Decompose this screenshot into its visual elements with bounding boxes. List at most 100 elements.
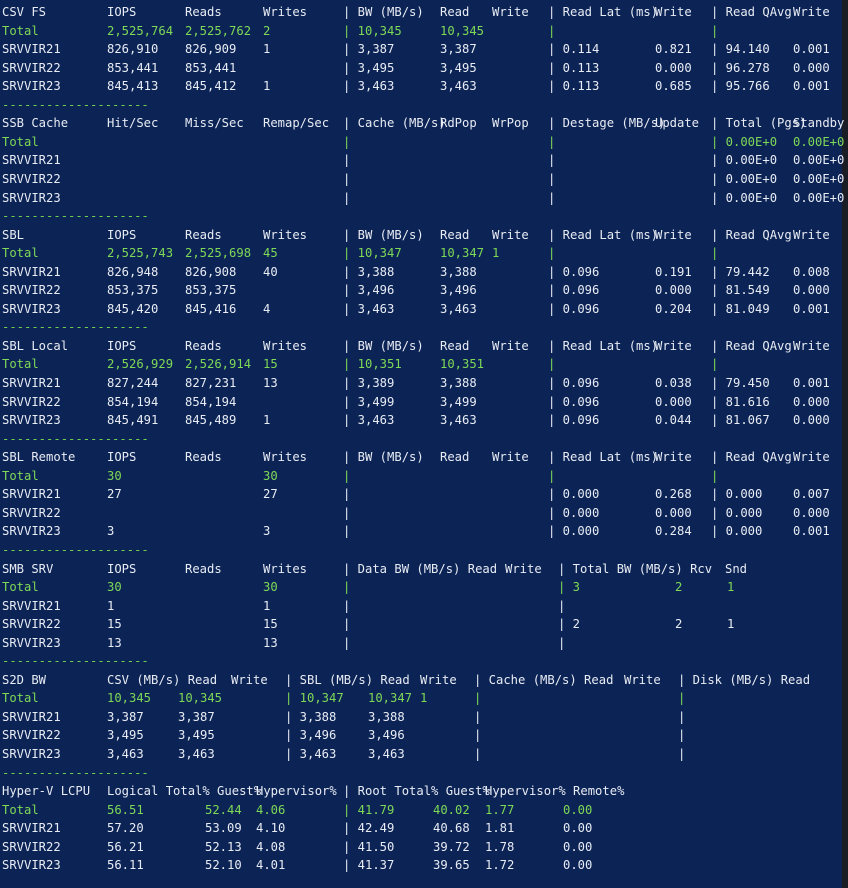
cell-value: 2,526,914: [185, 357, 252, 372]
cell-value: |: [548, 468, 556, 483]
column-header: Write: [793, 227, 830, 242]
cell-value: 3,495: [440, 60, 477, 75]
cell-value: 845,420: [107, 301, 159, 316]
cell-value: 10,347: [368, 691, 413, 706]
cell-value: | 3,389: [343, 376, 395, 390]
section-separator: --------------------: [0, 207, 842, 225]
column-header: Logical Total% Guest%: [107, 784, 262, 799]
cell-value: 2: [675, 580, 683, 595]
cell-value: | 3,387: [343, 42, 395, 57]
column-header: Standby: [793, 116, 845, 131]
cell-value: 3,499: [440, 394, 477, 409]
section-separator: --------------------: [0, 96, 842, 114]
cell-value: 1: [107, 598, 115, 613]
table-row: Total 2,525,764 2,525,762 2 | 10,345 10,345 | |: [0, 22, 842, 40]
cell-value: 827,244: [107, 376, 159, 390]
cell-value: | 0.00E+0: [711, 153, 778, 168]
cell-value: 0.000: [655, 505, 692, 520]
cell-value: |: [678, 747, 686, 761]
cell-value: 0.00E+0: [793, 190, 845, 205]
cell-value: | 79.442: [711, 264, 770, 279]
table-row: SRVVIR21 3,387 3,387 | 3,388 3,388 | |: [0, 708, 842, 726]
cell-value: 52.10: [205, 858, 242, 873]
table-row: Total 56.51 52.44 4.06 | 41.79 40.02 1.77 0.00: [0, 801, 842, 819]
column-header: IOPS: [107, 227, 137, 242]
separator-line: --------------------: [2, 209, 149, 224]
cell-value: 0.204: [655, 301, 692, 316]
row-label: Total: [2, 134, 39, 149]
cell-value: 1.72: [485, 858, 515, 873]
cell-value: 4: [263, 301, 271, 316]
cell-value: 3,463: [368, 747, 405, 761]
row-label: SRVVIR21: [2, 709, 61, 724]
column-header: Reads: [185, 338, 222, 353]
cell-value: 845,412: [185, 79, 237, 94]
column-header: Read: [440, 227, 470, 242]
cell-value: 2,525,698: [185, 246, 252, 261]
row-label: SRVVIR23: [2, 79, 61, 94]
section-header-row: S2D BW CSV (MB/s) Read Write | SBL (MB/s) R…: [0, 671, 842, 689]
row-label: SRVVIR21: [2, 153, 61, 168]
cell-value: |: [343, 190, 351, 205]
table-row: SRVVIR21 826,948 826,908 40 | 3,388 3,388 | 0.…: [0, 263, 842, 281]
cell-value: 0.00E+0: [793, 171, 845, 186]
column-header: IOPS: [107, 338, 137, 353]
cell-value: 3,387: [107, 709, 144, 724]
cell-value: 3: [107, 524, 115, 539]
cell-value: | 2: [558, 617, 581, 632]
cell-value: 4.06: [256, 802, 286, 817]
column-header: Writes: [263, 227, 308, 242]
cell-value: 3,463: [440, 79, 477, 94]
cell-value: | 41.79: [343, 802, 395, 817]
cell-value: |: [474, 747, 482, 761]
table-row: SRVVIR21 827,244 827,231 13 | 3,389 3,388 | 0.…: [0, 374, 842, 392]
column-header: Write: [655, 450, 692, 465]
cell-value: 845,491: [107, 413, 159, 428]
section-separator: --------------------: [0, 764, 842, 782]
cell-value: 845,416: [185, 301, 237, 316]
table-row: SRVVIR22 | | | 0.00E+0 0.00E+0: [0, 170, 845, 188]
cell-value: | 3,463: [343, 301, 395, 316]
cell-value: | 3,463: [285, 747, 337, 761]
section-separator: --------------------: [0, 430, 842, 448]
column-header: | Total BW (MB/s) Rcv: [558, 561, 713, 576]
cell-value: | 41.50: [343, 839, 395, 854]
cell-value: | 0.113: [548, 79, 600, 94]
column-header: Write: [793, 338, 830, 353]
table-row: SRVVIR21 826,910 826,909 1 | 3,387 3,387 | 0.1…: [0, 40, 842, 58]
cell-value: | 0.096: [548, 413, 600, 428]
cell-value: 3,388: [368, 709, 405, 724]
cell-value: 40.02: [433, 802, 470, 817]
row-label: SRVVIR21: [2, 821, 61, 836]
cell-value: 1.81: [485, 821, 515, 836]
cell-value: 52.44: [205, 802, 242, 817]
cell-value: 27: [263, 487, 278, 502]
column-header: Writes: [263, 338, 308, 353]
cell-value: |: [343, 487, 351, 502]
column-header: | BW (MB/s): [343, 338, 424, 353]
table-row: SRVVIR23 3 3 | | 0.000 0.284 | 0.000 0.001: [0, 522, 842, 540]
cell-value: |: [548, 153, 556, 168]
cell-value: 3,463: [178, 747, 215, 761]
table-row: SRVVIR21 | | | 0.00E+0 0.00E+0: [0, 151, 844, 169]
column-header: | Read QAvg: [711, 227, 792, 242]
cell-value: | 3,388: [343, 264, 395, 279]
cell-value: 0.685: [655, 79, 692, 94]
cell-value: 15: [263, 617, 278, 632]
section-separator: --------------------: [0, 541, 842, 559]
column-header: Write: [492, 450, 529, 465]
row-label: Total: [2, 691, 39, 706]
scrollbar-track[interactable]: [842, 0, 848, 888]
cell-value: | 0.096: [548, 394, 600, 409]
cell-value: |: [711, 23, 719, 38]
column-header: Read: [440, 450, 470, 465]
column-header: Reads: [185, 227, 222, 242]
section-separator: --------------------: [0, 652, 842, 670]
cell-value: 3,496: [368, 728, 405, 743]
column-header: Write: [655, 5, 692, 19]
cell-value: 4.08: [256, 839, 286, 854]
row-label: Total: [2, 357, 39, 372]
section-header-row: SMB SRV IOPS Reads Writes | Data BW (MB/s) R…: [0, 560, 842, 578]
row-label: SRVVIR22: [2, 283, 61, 298]
section-header-row: SBL IOPS Reads Writes | BW (MB/s) Read Write | …: [0, 226, 842, 244]
